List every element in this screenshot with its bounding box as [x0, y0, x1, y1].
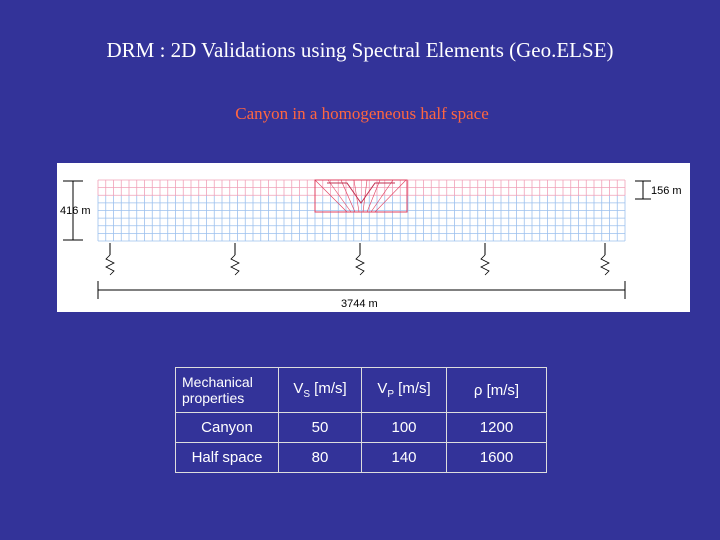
- canyon-figure: 416 m 156 m 3744 m: [57, 163, 690, 312]
- header-text: [m/s]: [310, 380, 347, 397]
- cell: 100: [361, 412, 447, 443]
- dimension-lines: [63, 180, 651, 299]
- spring: [230, 254, 240, 276]
- cell: Half space: [175, 442, 279, 473]
- canyon-zone: [314, 179, 408, 213]
- header-text: V: [377, 380, 388, 397]
- depth-label: 416 m: [60, 205, 91, 217]
- cell: 50: [278, 412, 362, 443]
- header-cell: Mechanical properties: [175, 367, 279, 413]
- canyon-mesh: [374, 179, 407, 213]
- canyon-mesh: [340, 179, 356, 213]
- cell: Canyon: [175, 412, 279, 443]
- header-text: [m/s]: [394, 380, 431, 397]
- header-cell: ρ [m/s]: [446, 367, 547, 413]
- mesh: [97, 179, 626, 276]
- canyon-mesh: [362, 179, 368, 213]
- properties-table: Mechanical properties VS [m/s] VP [m/s] …: [175, 367, 547, 473]
- spring: [480, 254, 490, 276]
- header-cell: VP [m/s]: [361, 367, 447, 413]
- spring: [600, 254, 610, 276]
- canyon-mesh: [370, 179, 394, 213]
- header-sub: P: [387, 389, 394, 400]
- spring: [355, 254, 365, 276]
- title: DRM : 2D Validations using Spectral Elem…: [106, 38, 614, 62]
- header-cell: VS [m/s]: [278, 367, 362, 413]
- canyon-mesh: [327, 179, 352, 213]
- cell: 1600: [446, 442, 547, 473]
- subtitle: Canyon in a homogeneous half space: [235, 104, 489, 123]
- width-label: 3744 m: [341, 298, 378, 310]
- cell: 80: [278, 442, 362, 473]
- canyon-depth-label: 156 m: [651, 185, 682, 197]
- canyon-surface: [327, 182, 395, 204]
- cell: 140: [361, 442, 447, 473]
- cell: 1200: [446, 412, 547, 443]
- canyon-mesh: [366, 179, 381, 213]
- header-sub: S: [303, 389, 310, 400]
- spring: [105, 254, 115, 276]
- canyon-mesh: [314, 179, 348, 213]
- header-text: V: [293, 380, 304, 397]
